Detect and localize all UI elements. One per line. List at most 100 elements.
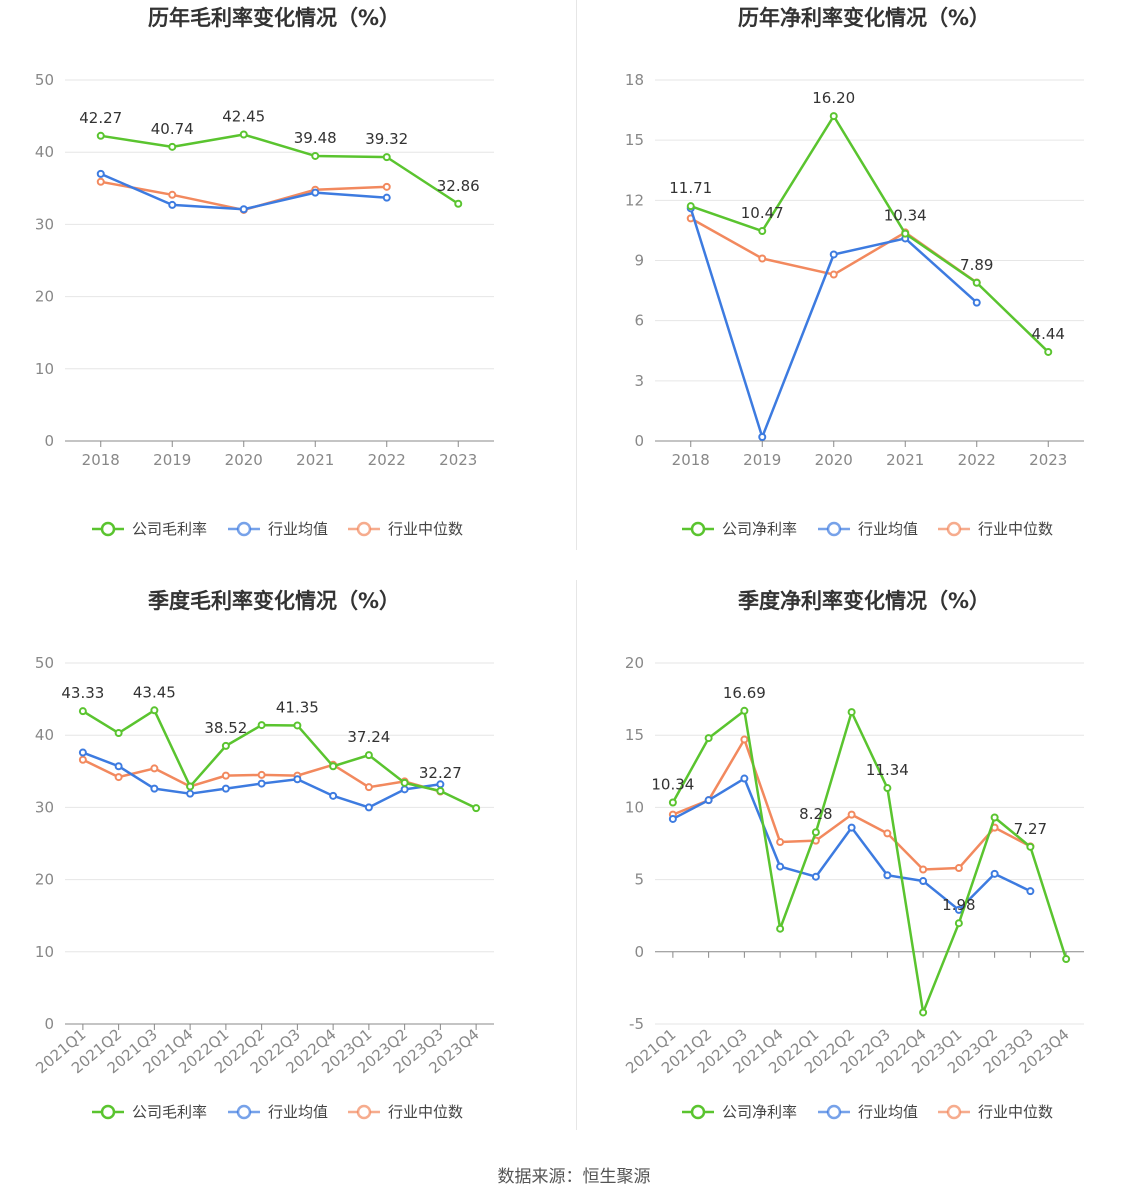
data-point bbox=[883, 829, 892, 838]
data-point bbox=[168, 200, 177, 209]
legend-swatch-marker bbox=[946, 521, 962, 537]
legend-item: 行业中位数 bbox=[938, 1103, 1053, 1121]
y-tick-label: -5 bbox=[629, 1015, 644, 1033]
data-point bbox=[364, 803, 373, 812]
data-label: 43.45 bbox=[133, 683, 176, 701]
legend-item: 行业均值 bbox=[818, 1103, 918, 1121]
data-point bbox=[114, 729, 123, 738]
legend-swatch-marker bbox=[236, 1104, 252, 1120]
legend-item: 公司毛利率 bbox=[92, 1103, 207, 1121]
data-label: 32.27 bbox=[419, 764, 462, 782]
data-point bbox=[811, 872, 820, 881]
y-tick-label: 40 bbox=[35, 143, 54, 161]
data-point bbox=[436, 787, 445, 796]
y-tick-label: 50 bbox=[35, 654, 54, 672]
y-tick-label: 0 bbox=[634, 943, 644, 961]
y-tick-label: 15 bbox=[625, 131, 644, 149]
legend-label: 行业中位数 bbox=[978, 520, 1053, 538]
data-point bbox=[78, 707, 87, 716]
legend-item: 行业均值 bbox=[228, 1103, 328, 1121]
y-tick-label: 5 bbox=[634, 871, 644, 889]
y-tick-label: 9 bbox=[634, 252, 644, 270]
data-label: 7.27 bbox=[1014, 820, 1047, 838]
data-label: 38.52 bbox=[204, 719, 247, 737]
y-tick-label: 20 bbox=[35, 288, 54, 306]
data-point bbox=[400, 785, 409, 794]
legend-swatch-marker bbox=[690, 1104, 706, 1120]
data-point bbox=[239, 130, 248, 139]
data-point bbox=[221, 741, 230, 750]
legend-label: 行业均值 bbox=[858, 520, 918, 538]
data-label: 42.27 bbox=[79, 109, 122, 127]
chart-title: 季度净利率变化情况（%） bbox=[738, 589, 990, 613]
legend-label: 行业中位数 bbox=[388, 1103, 463, 1121]
data-point bbox=[847, 708, 856, 717]
data-label: 39.48 bbox=[294, 129, 337, 147]
data-label: 10.34 bbox=[651, 775, 694, 793]
legend-label: 行业均值 bbox=[858, 1103, 918, 1121]
x-tick-label: 2023 bbox=[1029, 451, 1067, 469]
data-point bbox=[954, 864, 963, 873]
legend-swatch-marker bbox=[356, 521, 372, 537]
data-label: 16.69 bbox=[723, 684, 766, 702]
y-tick-label: 0 bbox=[44, 432, 54, 450]
data-point bbox=[382, 193, 391, 202]
data-point bbox=[221, 784, 230, 793]
data-point bbox=[1026, 887, 1035, 896]
chart-panel-quarterly-gross-margin: 季度毛利率变化情况（%） 0 10 20 30 40 50 2021Q1 2021Q2 2021Q… bbox=[0, 583, 574, 1166]
data-point bbox=[883, 871, 892, 880]
legend-item: 行业中位数 bbox=[938, 520, 1053, 538]
legend-swatch-marker bbox=[236, 521, 252, 537]
data-point bbox=[847, 823, 856, 832]
legend-item: 行业均值 bbox=[228, 520, 328, 538]
series-line bbox=[690, 114, 1050, 353]
legend-item: 行业中位数 bbox=[348, 520, 463, 538]
x-tick-label: 2018 bbox=[672, 451, 710, 469]
data-point bbox=[364, 783, 373, 792]
y-tick-label: 0 bbox=[44, 1015, 54, 1033]
y-tick-label: 10 bbox=[35, 943, 54, 961]
y-tick-label: 40 bbox=[35, 726, 54, 744]
y-tick-label: 3 bbox=[634, 372, 644, 390]
chart-title: 历年净利率变化情况（%） bbox=[738, 6, 990, 30]
chart-quarterly-gross-margin: 季度毛利率变化情况（%）010203040502021Q12021Q22021Q… bbox=[32, 589, 494, 1121]
data-point bbox=[257, 779, 266, 788]
data-label: 41.35 bbox=[276, 698, 319, 716]
data-point bbox=[758, 227, 767, 236]
data-point bbox=[740, 706, 749, 715]
data-point bbox=[78, 748, 87, 757]
data-point bbox=[221, 771, 230, 780]
y-tick-label: 50 bbox=[35, 71, 54, 89]
data-point bbox=[954, 919, 963, 928]
y-tick-label: 30 bbox=[35, 798, 54, 816]
data-point bbox=[78, 755, 87, 764]
y-tick-label: 30 bbox=[35, 215, 54, 233]
data-point bbox=[883, 784, 892, 793]
legend-label: 行业均值 bbox=[268, 520, 328, 538]
legend-swatch-marker bbox=[356, 1104, 372, 1120]
y-tick-label: 15 bbox=[625, 726, 644, 744]
data-point bbox=[1062, 955, 1071, 964]
data-point bbox=[168, 142, 177, 151]
data-point bbox=[454, 199, 463, 208]
data-point bbox=[919, 877, 928, 886]
data-point bbox=[776, 862, 785, 871]
y-tick-label: 20 bbox=[625, 654, 644, 672]
legend-swatch-marker bbox=[100, 1104, 116, 1120]
data-label: 43.33 bbox=[61, 684, 104, 702]
legend-swatch-marker bbox=[826, 1104, 842, 1120]
data-label: 4.44 bbox=[1032, 325, 1065, 343]
x-tick-label: 2019 bbox=[153, 451, 191, 469]
data-label: 37.24 bbox=[347, 728, 390, 746]
x-tick-label: 2021 bbox=[886, 451, 924, 469]
data-point bbox=[972, 298, 981, 307]
legend-swatch-marker bbox=[690, 521, 706, 537]
y-tick-label: 10 bbox=[625, 798, 644, 816]
data-point bbox=[919, 1008, 928, 1017]
source-note: 数据来源：恒生聚源 bbox=[497, 1167, 651, 1187]
data-point bbox=[776, 924, 785, 933]
data-point bbox=[829, 112, 838, 121]
data-point bbox=[811, 828, 820, 837]
series-line bbox=[100, 172, 387, 211]
data-point bbox=[150, 764, 159, 773]
